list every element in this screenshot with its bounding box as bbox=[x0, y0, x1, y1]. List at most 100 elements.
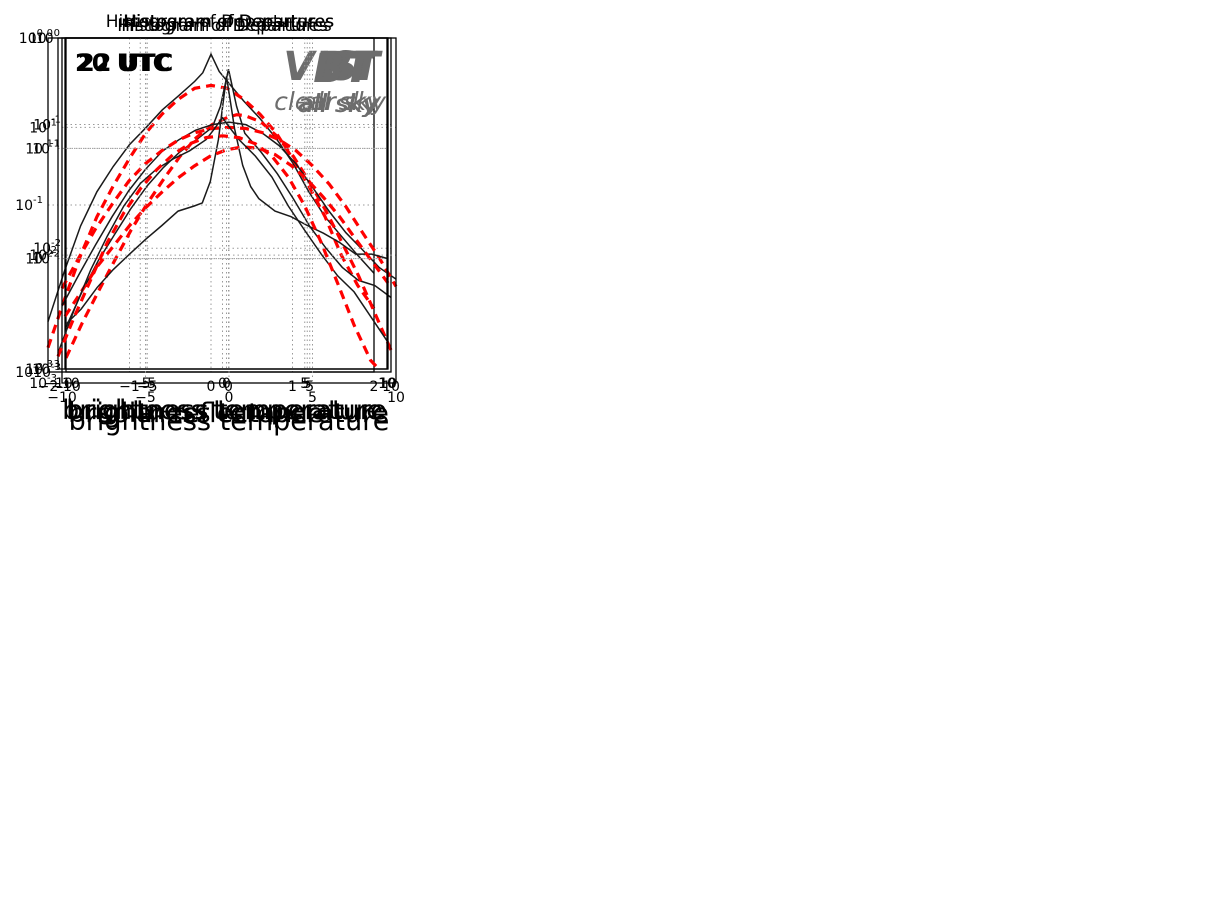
plot-frame bbox=[57, 37, 388, 370]
y-tick-base: 10 bbox=[25, 252, 43, 268]
y-tick-base: 10 bbox=[29, 248, 47, 264]
histogram-curve bbox=[57, 116, 388, 354]
y-tick-base: 10 bbox=[25, 141, 43, 157]
y-tick-base: 10 bbox=[32, 252, 50, 268]
y-tick-label: 10-2 bbox=[15, 362, 43, 381]
y-tick-label: 100 bbox=[29, 28, 53, 47]
y-tick-exponent: -1 bbox=[43, 138, 53, 149]
y-tick-base: 10 bbox=[29, 120, 47, 136]
chart-20utc-svg: Histogram of Departures−10 −5 0 5 1010-310-2… bbox=[32, 16, 397, 426]
y-tick-label: 10-3 bbox=[25, 359, 53, 378]
x-axis-label: brightness temperature bbox=[66, 395, 387, 426]
y-tick-label: 10-2 bbox=[29, 245, 57, 264]
y-tick-base: 10 bbox=[15, 198, 33, 214]
y-tick-exponent: 0 bbox=[54, 28, 60, 39]
x-tick-label: 5 bbox=[303, 376, 312, 392]
band-annotation: VIS bbox=[283, 44, 358, 90]
panel-20utc: Histogram of Departures −10 −5 0 5 10 10-3 10-2… bbox=[0, 0, 400, 432]
y-tick-base: 10 bbox=[33, 117, 51, 133]
chart-22utc-svg: Histogram of Departures−10 −5 0 5 1010-310-2… bbox=[25, 16, 396, 426]
x-axis-label: brightness temperature bbox=[69, 406, 390, 437]
y-tick-exponent: -3 bbox=[50, 359, 60, 370]
band-annotation: BT bbox=[317, 44, 377, 90]
x-axis-label: brightness temperature bbox=[68, 398, 389, 429]
y-tick-base: 10 bbox=[33, 365, 51, 381]
y-tick-label: 10-1 bbox=[32, 138, 60, 157]
y-tick-base: 10 bbox=[25, 362, 43, 378]
band-annotation: BT bbox=[313, 46, 373, 92]
x-tick-label: 0 bbox=[218, 376, 227, 392]
y-tick-base: 10 bbox=[29, 31, 47, 47]
x-axis-label: brightness temperature bbox=[62, 395, 383, 426]
fit-curve bbox=[63, 145, 390, 318]
y-tick-exponent: -2 bbox=[51, 238, 61, 249]
x-tick-label: −10 bbox=[43, 376, 73, 392]
time-label: 22 UTC bbox=[78, 49, 173, 77]
x-tick-label: 5 bbox=[300, 376, 309, 392]
y-tick-base: 10 bbox=[36, 31, 54, 47]
y-tick-label: 100 bbox=[36, 28, 60, 47]
x-tick-label: 5 bbox=[305, 379, 314, 395]
y-tick-exponent: -1 bbox=[47, 117, 57, 128]
y-tick-exponent: -2 bbox=[33, 362, 43, 373]
x-tick-label: 10 bbox=[378, 376, 396, 392]
x-tick-label: 0 bbox=[225, 390, 234, 406]
y-tick-exponent: -3 bbox=[43, 359, 53, 370]
x-tick-label: −5 bbox=[135, 376, 156, 392]
chart-title: Histogram of Departures bbox=[124, 12, 335, 32]
chart-title: Histogram of Departures bbox=[121, 16, 332, 36]
sky-annotation: all sky bbox=[299, 89, 380, 118]
histogram-curve bbox=[64, 76, 389, 326]
y-tick-label: 10-1 bbox=[33, 114, 61, 133]
y-tick-base: 10 bbox=[29, 376, 47, 392]
panel-vis: Histogram of Departures −2 −1 0 1 2 10-2 10-1 10… bbox=[0, 0, 400, 440]
y-tick-label: 100 bbox=[19, 28, 43, 47]
band-annotation: BT bbox=[322, 44, 382, 90]
y-tick-exponent: 0 bbox=[47, 28, 53, 39]
fit-curve bbox=[64, 113, 393, 359]
x-axis-label: solar reflectance bbox=[98, 398, 324, 429]
fit-curve bbox=[46, 83, 376, 349]
chart-title: Histogram of Departures bbox=[123, 12, 334, 32]
y-tick-label: 10-3 bbox=[33, 362, 61, 381]
y-tick-exponent: -1 bbox=[33, 195, 43, 206]
x-tick-label: 1 bbox=[288, 379, 297, 395]
y-tick-exponent: 0 bbox=[37, 28, 43, 39]
time-label: 20 UTC bbox=[75, 49, 170, 77]
chart-vis-svg: Histogram of Departures−2 −1 0 1 210-210-110… bbox=[15, 12, 379, 429]
y-tick-exponent: -2 bbox=[47, 245, 57, 256]
x-tick-label: −2 bbox=[38, 379, 59, 395]
sky-annotation: clear sky bbox=[274, 87, 387, 116]
chart-title: Histogram of Departures bbox=[106, 12, 317, 32]
x-tick-label: −10 bbox=[50, 376, 80, 392]
y-tick-label: 10-1 bbox=[15, 195, 43, 214]
y-tick-base: 10 bbox=[33, 241, 51, 257]
histogram-curve bbox=[61, 121, 397, 307]
x-tick-label: 10 bbox=[379, 376, 397, 392]
x-tick-label: −5 bbox=[130, 376, 151, 392]
x-tick-label: 5 bbox=[308, 390, 317, 406]
chart-title: Histogram of Departures bbox=[117, 16, 328, 36]
y-tick-label: 10-3 bbox=[32, 359, 60, 378]
band-annotation: BT bbox=[314, 46, 374, 92]
x-tick-label: 2 bbox=[370, 379, 379, 395]
y-tick-base: 10 bbox=[19, 31, 37, 47]
y-tick-exponent: -3 bbox=[47, 373, 57, 384]
x-tick-label: −10 bbox=[47, 390, 77, 406]
y-tick-base: 10 bbox=[32, 362, 50, 378]
y-tick-label: 10-3 bbox=[29, 373, 57, 392]
y-tick-base: 10 bbox=[32, 141, 50, 157]
y-tick-exponent: -3 bbox=[51, 362, 61, 373]
histogram-curve bbox=[65, 69, 392, 328]
y-tick-base: 10 bbox=[15, 365, 33, 381]
x-tick-label: 0 bbox=[224, 379, 233, 395]
x-tick-label: 0 bbox=[222, 376, 231, 392]
y-tick-label: 10-1 bbox=[25, 138, 53, 157]
y-tick-exponent: -2 bbox=[43, 249, 53, 260]
y-tick-label: 10-2 bbox=[25, 249, 53, 268]
x-tick-label: −5 bbox=[135, 390, 156, 406]
y-tick-exponent: -1 bbox=[50, 138, 60, 149]
y-tick-label: 10-2 bbox=[32, 249, 60, 268]
y-tick-exponent: -2 bbox=[50, 249, 60, 260]
fit-curve bbox=[56, 134, 380, 371]
